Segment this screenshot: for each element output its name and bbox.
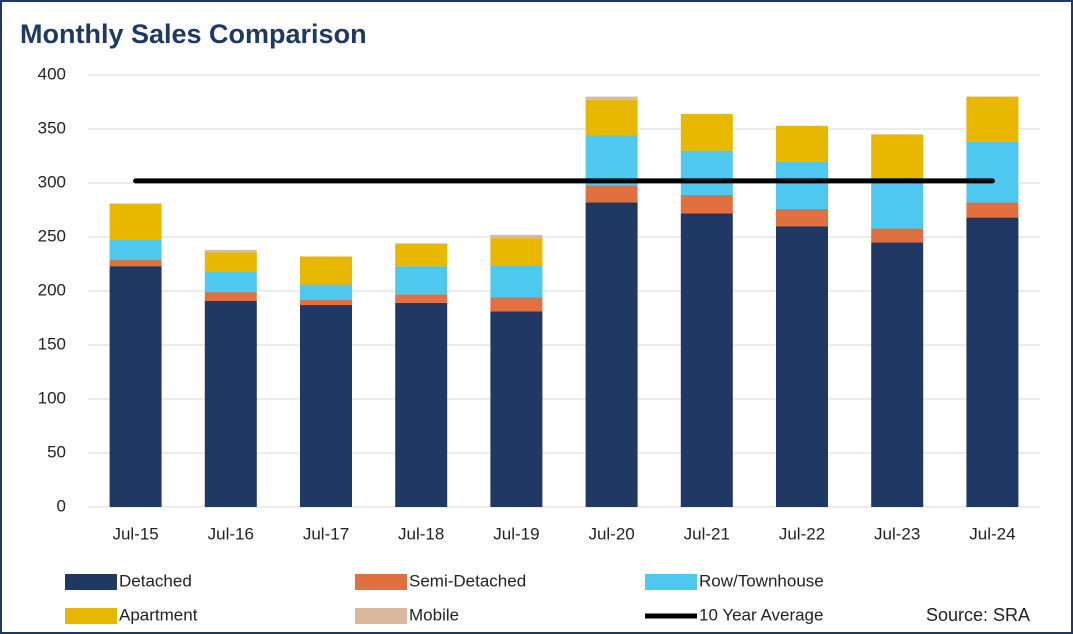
y-tick-label: 100 [38, 388, 66, 407]
legend-label: 10 Year Average [699, 605, 823, 624]
y-tick-label: 350 [38, 118, 66, 137]
bar-segment [109, 203, 162, 240]
y-tick-label: 150 [38, 334, 66, 353]
x-tick-label: Jul-24 [969, 524, 1015, 543]
bar-segment [395, 266, 448, 295]
x-tick-label: Jul-16 [208, 524, 254, 543]
y-tick-label: 250 [38, 226, 66, 245]
bar-segment [109, 259, 162, 267]
x-tick-label: Jul-20 [588, 524, 634, 543]
x-tick-label: Jul-19 [493, 524, 539, 543]
bar-segment [490, 297, 543, 312]
bar-segment [776, 208, 828, 227]
bar-segment [585, 185, 638, 203]
bar-segment [680, 213, 733, 508]
x-tick-label: Jul-22 [779, 524, 825, 543]
y-tick-label: 0 [57, 496, 66, 515]
bar-segment [871, 134, 924, 178]
bar-segment [204, 300, 257, 507]
bar-segment [680, 113, 733, 151]
bar-segment [490, 234, 543, 239]
y-tick-label: 400 [38, 64, 66, 83]
legend-label: Semi-Detached [409, 571, 526, 590]
bar-segment [680, 150, 733, 195]
bar-segment [300, 305, 352, 507]
bar-segment [776, 125, 828, 162]
bar-segment [395, 302, 448, 507]
bar-segment [585, 99, 638, 136]
y-tick-label: 50 [47, 442, 66, 461]
bar-segment [585, 202, 638, 507]
bar-segment [585, 135, 638, 186]
bar-segment [871, 177, 924, 229]
legend-swatch [355, 608, 407, 624]
y-tick-label: 200 [38, 280, 66, 299]
x-tick-label: Jul-18 [398, 524, 444, 543]
legend-label: Detached [119, 571, 192, 590]
chart-title: Monthly Sales Comparison [20, 19, 367, 49]
legend-swatch [65, 574, 117, 590]
legend-label: Row/Townhouse [699, 571, 824, 590]
bar-segment [109, 239, 162, 260]
legend-swatch [645, 574, 697, 590]
bar-segment [490, 311, 543, 507]
bar-segment [204, 271, 257, 293]
bar-segment [966, 96, 1019, 142]
bar-segment [300, 256, 352, 285]
bar-segment [490, 265, 543, 298]
x-tick-label: Jul-23 [874, 524, 920, 543]
y-tick-label: 300 [38, 172, 66, 191]
bar-segment [871, 228, 924, 243]
bar-segment [395, 294, 448, 303]
x-tick-label: Jul-15 [112, 524, 158, 543]
bar-segment [776, 226, 828, 507]
bar-segment [966, 141, 1019, 203]
source-note: Source: SRA [926, 605, 1030, 625]
bar-segment [395, 243, 448, 267]
bar-segment [204, 292, 257, 301]
bar-segment [300, 284, 352, 300]
legend-label: Apartment [119, 605, 198, 624]
bar-segment [109, 266, 162, 507]
bar-segment [204, 252, 257, 272]
legend-swatch [65, 608, 117, 624]
legend-swatch [355, 574, 407, 590]
bar-segment [300, 299, 352, 306]
legend-label: Mobile [409, 605, 459, 624]
bar-segment [871, 242, 924, 507]
bar-segment [966, 217, 1019, 507]
bar-segment [966, 202, 1019, 218]
bar-segment [490, 238, 543, 266]
bar-segment [680, 194, 733, 214]
x-tick-label: Jul-17 [303, 524, 349, 543]
bar-segment [585, 96, 638, 100]
bar-segment [776, 161, 828, 209]
x-tick-label: Jul-21 [684, 524, 730, 543]
bar-segment [204, 249, 257, 253]
